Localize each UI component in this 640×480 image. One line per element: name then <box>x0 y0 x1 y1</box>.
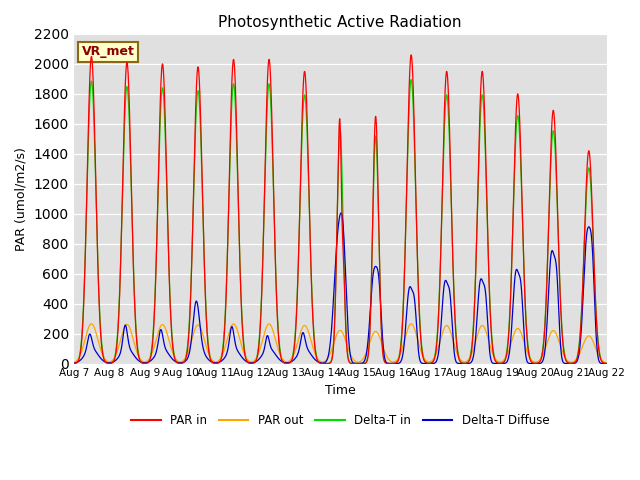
Text: VR_met: VR_met <box>82 46 134 59</box>
Title: Photosynthetic Active Radiation: Photosynthetic Active Radiation <box>218 15 462 30</box>
X-axis label: Time: Time <box>324 384 355 397</box>
Y-axis label: PAR (umol/m2/s): PAR (umol/m2/s) <box>15 147 28 251</box>
Legend: PAR in, PAR out, Delta-T in, Delta-T Diffuse: PAR in, PAR out, Delta-T in, Delta-T Dif… <box>126 409 554 432</box>
